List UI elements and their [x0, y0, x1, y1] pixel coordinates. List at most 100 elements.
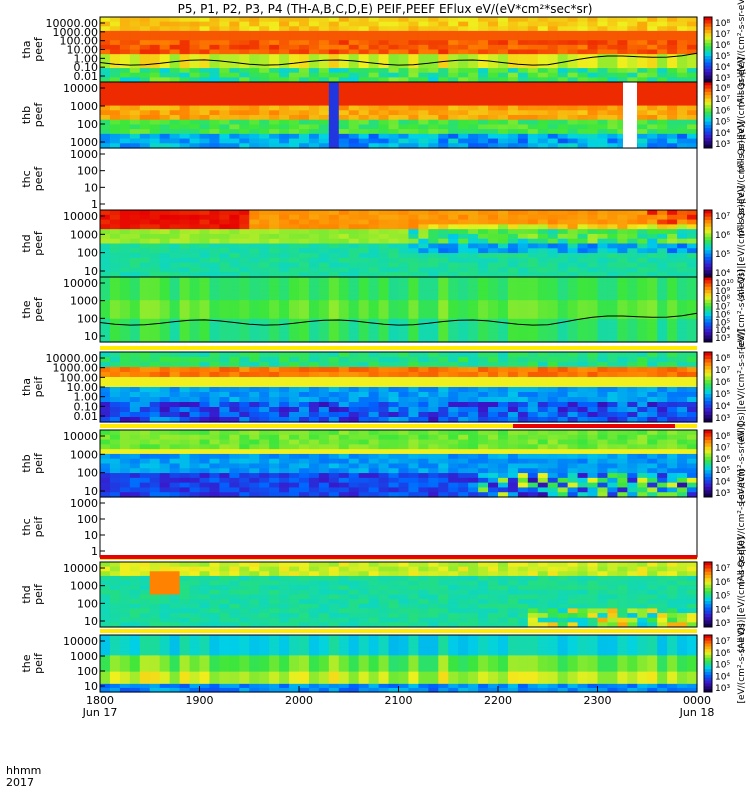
spectrogram-cell: [438, 397, 449, 403]
spectrogram-cell: [478, 463, 489, 469]
spectrogram-cell: [209, 468, 220, 474]
spectrogram-cell: [149, 332, 161, 338]
spectrogram-cell: [109, 352, 121, 358]
spectrogram-cell: [299, 72, 310, 78]
spectrogram-cell: [129, 257, 141, 264]
spectrogram-cell: [109, 253, 121, 259]
spectrogram-cell: [587, 86, 599, 93]
spectrogram-cell: [289, 91, 300, 97]
spectrogram-cell: [139, 286, 151, 292]
spectrogram-cell: [348, 54, 360, 60]
y-tick-label: 1: [91, 198, 98, 211]
spectrogram-cell: [239, 473, 250, 479]
spectrogram-cell: [129, 243, 141, 249]
spectrogram-cell: [358, 96, 370, 102]
spectrogram-cell: [358, 328, 370, 334]
spectrogram-cell: [557, 143, 569, 149]
spectrogram-cell: [318, 290, 330, 297]
spectrogram-cell: [109, 449, 121, 455]
spectrogram-cell: [259, 372, 270, 378]
spectrogram-cell: [527, 238, 539, 245]
spectrogram-cell: [100, 434, 111, 441]
spectrogram-cell: [169, 133, 181, 140]
spectrogram-cell: [358, 444, 370, 450]
spectrogram-cell: [398, 21, 410, 27]
spectrogram-cell: [478, 143, 489, 149]
spectrogram-cell: [388, 21, 400, 27]
spectrogram-cell: [279, 44, 290, 51]
spectrogram-cell: [249, 54, 260, 60]
spectrogram-cell: [318, 482, 330, 489]
spectrogram-cell: [617, 91, 628, 97]
colorbar-swatch: [704, 26, 712, 31]
spectrogram-cell: [219, 309, 230, 315]
spectrogram-cell: [159, 367, 171, 373]
spectrogram-cell: [368, 332, 380, 338]
spectrogram-cell: [229, 115, 240, 121]
spectrogram-cell: [269, 487, 280, 493]
spectrogram-cell: [189, 272, 201, 278]
spectrogram-cell: [637, 72, 648, 78]
spectrogram-cell: [100, 253, 111, 259]
spectrogram-cell: [597, 129, 609, 135]
spectrogram-cell: [567, 417, 579, 423]
spectrogram-cell: [159, 328, 171, 334]
spectrogram-cell: [607, 286, 618, 292]
spectrogram-cell: [597, 387, 609, 393]
spectrogram-cell: [279, 477, 290, 484]
spectrogram-cell: [199, 115, 211, 121]
spectrogram-cell: [100, 138, 111, 144]
spectrogram-cell: [229, 58, 240, 65]
spectrogram-cell: [219, 304, 230, 311]
spectrogram-cell: [159, 318, 171, 325]
spectrogram-cell: [308, 458, 320, 465]
spectrogram-cell: [448, 382, 459, 388]
spectrogram-cell: [478, 323, 489, 329]
spectrogram-cell: [577, 267, 589, 273]
spectrogram-cell: [517, 63, 529, 69]
spectrogram-cell: [318, 281, 330, 287]
y-axis-label: peef: [32, 36, 45, 62]
spectrogram-cell: [577, 72, 589, 78]
spectrogram-cell: [557, 407, 569, 413]
spectrogram-cell: [647, 44, 658, 51]
spectrogram-cell: [318, 267, 330, 273]
spectrogram-cell: [537, 91, 549, 97]
spectrogram-cell: [239, 482, 250, 489]
spectrogram-cell: [587, 248, 599, 254]
spectrogram-cell: [119, 233, 131, 240]
colorbar-swatch: [704, 273, 712, 278]
spectrogram-cell: [169, 68, 181, 74]
spectrogram-cell: [527, 35, 539, 41]
spectrogram-cell: [259, 300, 270, 306]
spectrogram-cell: [478, 44, 489, 51]
spectrogram-cell: [139, 238, 151, 245]
spectrogram-cell: [119, 412, 131, 418]
spectrogram-cell: [179, 392, 191, 398]
spectrogram-cell: [428, 63, 439, 69]
spectrogram-cell: [577, 332, 589, 338]
spectrogram-cell: [547, 63, 559, 69]
spectrogram-cell: [567, 214, 579, 221]
spectrogram-cell: [279, 91, 290, 97]
spectrogram-cell: [318, 91, 330, 97]
spectrogram-cell: [587, 26, 599, 32]
spectrogram-cell: [299, 300, 310, 306]
spectrogram-cell: [179, 219, 191, 225]
spectrogram-cell: [219, 477, 230, 484]
spectrogram-cell: [428, 44, 439, 51]
spectrogram-cell: [647, 119, 658, 126]
spectrogram-cell: [468, 417, 479, 423]
spectrogram-cell: [478, 281, 489, 287]
spectrogram-cell: [388, 49, 400, 55]
spectrogram-cell: [398, 115, 410, 121]
spectrogram-cell: [428, 295, 439, 301]
spectrogram-cell: [458, 133, 469, 140]
spectrogram-cell: [318, 444, 330, 450]
spectrogram-cell: [647, 318, 658, 325]
spectrogram-cell: [119, 407, 131, 413]
spectrogram-cell: [159, 417, 171, 423]
spectrogram-cell: [249, 35, 260, 41]
spectrogram-cell: [328, 434, 340, 441]
spectrogram-cell: [647, 328, 658, 334]
